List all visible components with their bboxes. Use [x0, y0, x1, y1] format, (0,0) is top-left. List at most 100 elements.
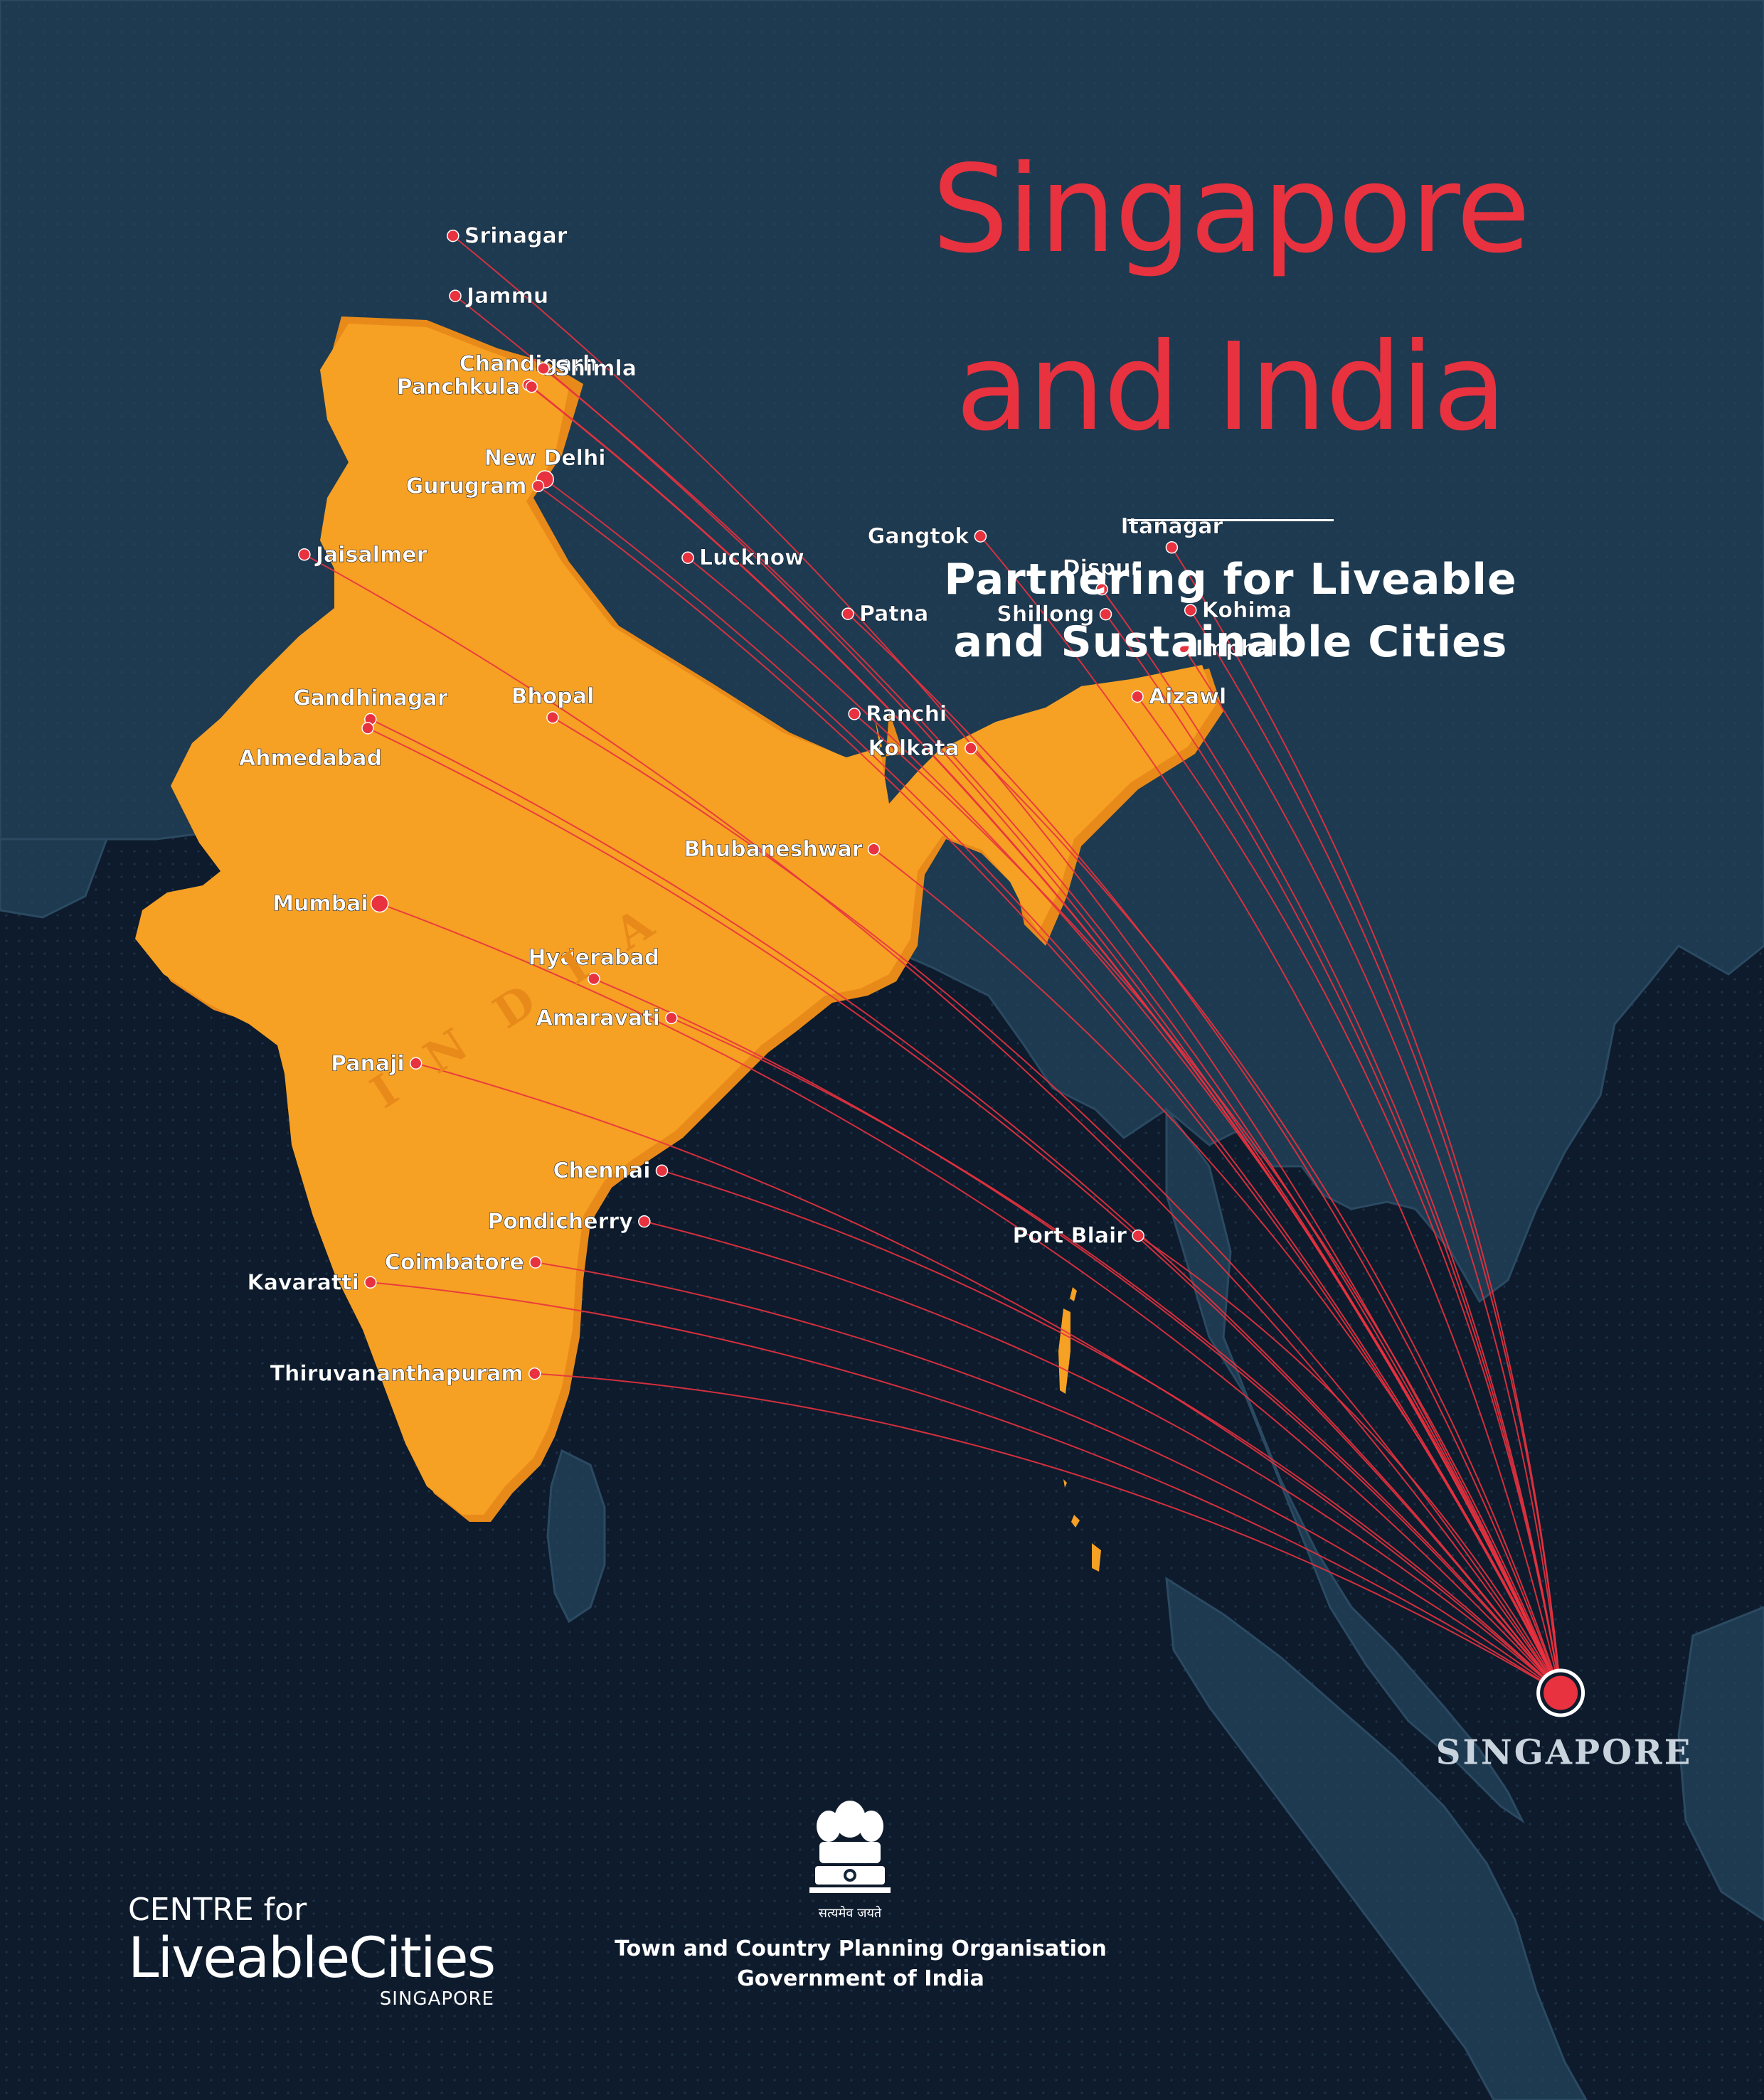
route-line-kavaratti: [370, 1281, 1561, 1694]
singapore-label: SINGAPORE: [1436, 1733, 1693, 1773]
route-line-aizawl: [1137, 695, 1562, 1693]
city-label-lucknow: Lucknow: [699, 545, 804, 570]
city-label-ranchi: Ranchi: [866, 702, 947, 727]
city-label-chennai: Chennai: [553, 1158, 651, 1183]
route-line-imphal: [1183, 647, 1562, 1693]
route-line-gandhinagar: [370, 718, 1561, 1694]
city-dot-shillong: [1099, 607, 1112, 621]
city-dot-kolkata: [965, 742, 977, 755]
city-label-ahmedabad: Ahmedabad: [239, 746, 382, 771]
route-line-chennai: [662, 1170, 1561, 1694]
title-line-2: and India: [955, 317, 1507, 458]
city-label-panchkula: Panchkula: [397, 375, 521, 400]
city-dot-chennai: [655, 1164, 669, 1177]
route-line-hyderabad: [593, 978, 1561, 1694]
city-dot-panaji: [409, 1057, 423, 1070]
route-line-bhopal: [552, 717, 1561, 1694]
city-dot-dispur: [1095, 582, 1108, 596]
route-line-port-blair: [1137, 1235, 1561, 1693]
india-landmass: [135, 316, 1223, 1572]
subtitle-line-1: Partnering for Liveable: [944, 555, 1517, 604]
city-dot-jammu: [449, 289, 462, 302]
city-label-amaravati: Amaravati: [536, 1006, 660, 1031]
city-label-port-blair: Port Blair: [1012, 1224, 1127, 1249]
city-dot-thiruvananthapuram: [528, 1367, 541, 1380]
route-line-dispur: [1101, 589, 1562, 1693]
city-dot-aizawl: [1131, 690, 1144, 703]
city-label-coimbatore: Coimbatore: [385, 1250, 524, 1275]
singapore-hub-dot: [1544, 1675, 1578, 1710]
city-label-gurugram: Gurugram: [406, 474, 527, 499]
route-line-shillong: [1105, 614, 1562, 1693]
route-line-gurugram: [537, 485, 1561, 1693]
city-dot-pondicherry: [638, 1215, 651, 1228]
route-line-panaji: [415, 1062, 1561, 1694]
title-line-1: Singapore: [932, 139, 1531, 280]
city-label-thiruvananthapuram: Thiruvananthapuram: [270, 1362, 524, 1387]
city-dot-amaravati: [665, 1011, 678, 1025]
city-dot-srinagar: [447, 229, 459, 242]
route-line-shimla: [543, 368, 1562, 1693]
city-dot-lucknow: [681, 551, 694, 564]
city-label-srinagar: Srinagar: [464, 224, 568, 249]
clc-logo-line-2: LiveableCities: [128, 1926, 496, 1990]
city-label-imphal: Imphal: [1196, 636, 1278, 661]
city-dot-hyderabad: [588, 972, 600, 986]
route-line-mumbai: [379, 902, 1561, 1694]
tcpo-credit: Town and Country Planning Organisation G…: [612, 1934, 1110, 1994]
title-divider: [1127, 519, 1334, 521]
route-line-coimbatore: [535, 1262, 1561, 1694]
tcpo-line-1: Town and Country Planning Organisation: [615, 1936, 1107, 1961]
route-line-amaravati: [671, 1017, 1561, 1694]
subtitle-line-2: and Sustainable Cities: [953, 617, 1508, 667]
city-label-mumbai: Mumbai: [272, 892, 368, 917]
city-label-bhopal: Bhopal: [511, 684, 594, 709]
city-dot-panchkula: [525, 380, 538, 393]
city-label-chandigarh: Chandigarh: [459, 351, 598, 376]
city-dot-bhopal: [546, 711, 559, 724]
city-dot-imphal: [1177, 641, 1191, 655]
emblem-motto: सत्यमेव जयते: [819, 1905, 882, 1921]
city-dot-patna: [841, 607, 854, 620]
andaman-islands: [1058, 1287, 1077, 1394]
route-line-itanagar: [1171, 547, 1562, 1693]
city-label-kohima: Kohima: [1202, 598, 1292, 623]
city-label-kavaratti: Kavaratti: [248, 1270, 359, 1295]
city-label-dispur: Dispur: [1063, 556, 1142, 581]
route-line-kohima: [1189, 609, 1562, 1693]
route-line-panchkula: [531, 386, 1562, 1693]
city-dot-bhubaneshwar: [867, 843, 881, 856]
city-label-patna: Patna: [859, 602, 928, 627]
city-dot-kohima: [1184, 604, 1197, 617]
city-label-pondicherry: Pondicherry: [487, 1210, 633, 1235]
route-line-srinagar: [452, 235, 1562, 1693]
national-emblem-icon: सत्यमेव जयते: [809, 1801, 891, 1921]
route-line-jaisalmer: [304, 553, 1561, 1694]
clc-logo-line-1: CENTRE for: [128, 1892, 307, 1928]
city-label-itanagar: Itanagar: [1120, 514, 1223, 539]
route-lines: [304, 235, 1562, 1694]
city-label-hyderabad: Hyderabad: [528, 945, 660, 970]
city-label-aizawl: Aizawl: [1149, 685, 1226, 710]
city-label-jammu: Jammu: [465, 284, 548, 309]
city-label-jaisalmer: Jaisalmer: [314, 543, 427, 567]
city-label-bhubaneshwar: Bhubaneshwar: [684, 837, 863, 862]
city-label-shillong: Shillong: [997, 602, 1094, 627]
city-label-gangtok: Gangtok: [868, 524, 970, 549]
route-line-lucknow: [687, 557, 1562, 1693]
route-line-ahmedabad: [367, 727, 1561, 1694]
route-line-gangtok: [979, 535, 1562, 1693]
city-label-new-delhi: New Delhi: [484, 446, 606, 471]
city-label-shimla: Shimla: [555, 356, 637, 381]
singapore-hub: SINGAPORE: [1436, 1668, 1693, 1773]
city-label-panaji: Panaji: [331, 1051, 405, 1076]
tcpo-line-2: Government of India: [737, 1966, 984, 1991]
india-mainland: [135, 324, 1216, 1515]
route-line-patna: [847, 613, 1562, 1693]
city-dot-kavaratti: [364, 1276, 377, 1289]
city-dot-ranchi: [848, 708, 861, 720]
city-dot-gangtok: [974, 530, 987, 543]
clc-logo-line-3: SINGAPORE: [379, 1988, 494, 2010]
